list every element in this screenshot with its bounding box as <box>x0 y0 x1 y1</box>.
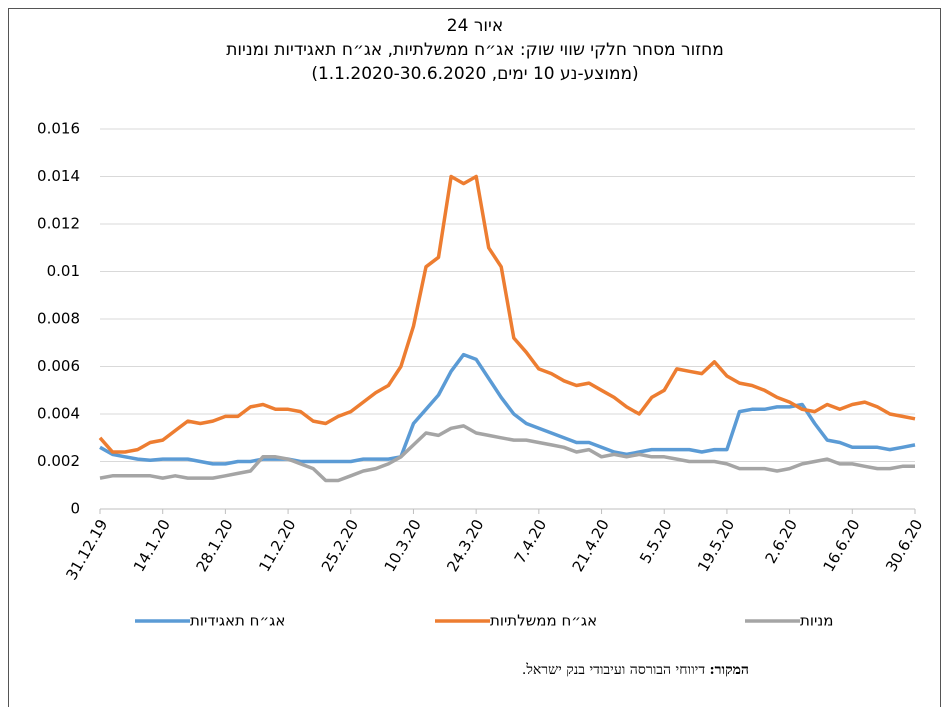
chart-title: איור 24 <box>447 16 503 36</box>
chart-subtitle: (ממוצע-נע 10 ימים, 1.1.2020-30.6.2020) <box>311 64 638 84</box>
source: המקור: דיווחי הבורסה ועיבודי בנק ישראל. <box>522 662 749 679</box>
x-tick-label: 24.3.20 <box>443 516 487 575</box>
x-tick-label: 25.2.20 <box>318 516 362 575</box>
series-line <box>99 352 916 466</box>
x-tick-label: 10.3.20 <box>381 516 425 575</box>
x-tick-label: 16.6.20 <box>819 516 863 575</box>
source-label: המקור: <box>709 662 749 678</box>
legend-label: מניות <box>800 612 834 630</box>
y-tick-label: 0.014 <box>37 167 80 185</box>
legend-label: אג״ח תאגידיות <box>190 612 285 630</box>
series-line <box>99 424 915 483</box>
frame <box>8 8 941 707</box>
x-tick-label: 5.5.20 <box>636 516 675 566</box>
y-tick-label: 0 <box>70 500 80 518</box>
y-tick-label: 0.016 <box>37 120 80 138</box>
x-tick-label: 30.6.20 <box>882 516 926 575</box>
x-tick-label: 28.1.20 <box>193 516 237 575</box>
x-tick-label: 21.4.20 <box>569 516 613 575</box>
y-tick-label: 0.004 <box>37 405 80 423</box>
x-tick-label: 19.5.20 <box>694 516 738 575</box>
x-tick-label: 2.6.20 <box>762 516 801 566</box>
x-tick-label: 14.1.20 <box>130 516 174 575</box>
legend-label: אג״ח ממשלתיות <box>490 612 597 630</box>
y-tick-label: 0.012 <box>37 215 80 233</box>
chart-subtitle: מחזור מסחר חלקי שווי שוק: אג״ח ממשלתיות,… <box>226 40 724 60</box>
series-line <box>98 174 916 454</box>
x-tick-label: 11.2.20 <box>255 516 299 575</box>
y-tick-label: 0.008 <box>37 310 80 328</box>
source-text: דיווחי הבורסה ועיבודי בנק ישראל. <box>521 662 706 678</box>
y-tick-label: 0.01 <box>47 262 80 280</box>
y-tick-label: 0.002 <box>37 452 80 470</box>
x-tick-label: 31.12.19 <box>62 516 111 583</box>
y-tick-label: 0.006 <box>37 357 80 375</box>
x-tick-label: 7.4.20 <box>511 516 550 566</box>
